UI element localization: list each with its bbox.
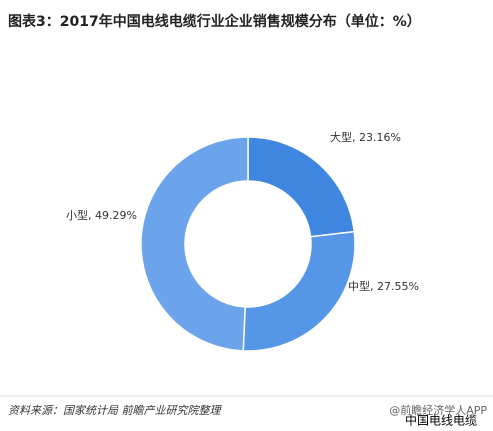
donut-segment [247,136,356,238]
overlay-text: 中国电线电缆 [405,413,477,428]
donut-segment [242,230,356,352]
source: 资料来源：国家统计局 前瞻产业研究院整理 [8,404,222,417]
donut-segment [140,136,249,352]
chart-title: 图表3：2017年中国电线电缆行业企业销售规模分布（单位：%） [8,13,421,30]
brand: @前瞻经济学人APP [389,403,487,417]
data-label: 中型, 27.55% [348,279,419,293]
data-label: 小型, 49.29% [66,208,137,222]
data-label: 大型, 23.16% [330,130,401,144]
